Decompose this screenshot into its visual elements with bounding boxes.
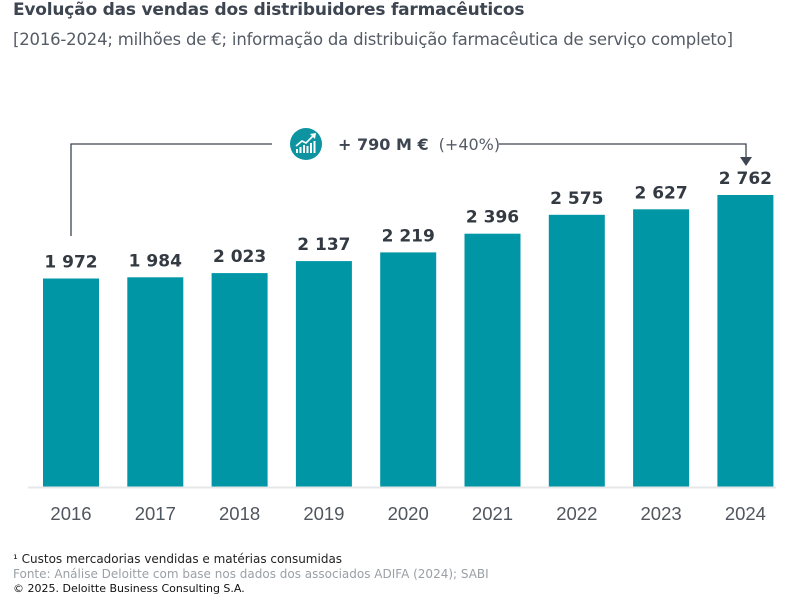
bar-2017 [127, 277, 184, 487]
x-tick-label-2020: 2020 [388, 503, 429, 524]
value-label-2019: 2 137 [297, 235, 350, 255]
x-tick-label-2024: 2024 [725, 503, 766, 524]
source-note: Fonte: Análise Deloitte com base nos dad… [13, 567, 489, 581]
value-label-2018: 2 023 [213, 247, 266, 267]
growth-amount: + 790 M € [338, 135, 429, 154]
bar-2018 [211, 273, 268, 487]
x-tick-label-2021: 2021 [472, 503, 513, 524]
value-labels-group: 1 972 1 984 2 023 2 137 2 219 2 396 2 575 2 627… [44, 169, 772, 273]
x-tick-labels-group: 2016 2017 2018 2019 2020 2021 2022 2023 2024 [50, 503, 766, 524]
x-tick-label-2023: 2023 [641, 503, 682, 524]
bar-2022 [548, 214, 605, 488]
value-label-2017: 1 984 [129, 251, 182, 271]
bar-2023 [633, 209, 690, 488]
x-tick-label-2016: 2016 [50, 503, 91, 524]
bar-2021 [464, 233, 521, 487]
x-tick-label-2018: 2018 [219, 503, 260, 524]
x-tick-label-2017: 2017 [135, 503, 176, 524]
bar-2024 [717, 195, 774, 487]
growth-annotation: + 790 M € (+40%) [70, 128, 752, 236]
growth-percent: (+40%) [439, 135, 500, 154]
connector-line-right [499, 143, 747, 158]
bar-2020 [380, 252, 437, 487]
value-label-2024: 2 762 [719, 169, 772, 189]
copyright: © 2025. Deloitte Business Consulting S.A… [13, 582, 245, 595]
svg-text:+ 790 M € (+40%): + 790 M € (+40%) [338, 135, 500, 154]
connector-arrowhead [740, 157, 752, 166]
value-label-2020: 2 219 [382, 226, 435, 246]
value-label-2016: 1 972 [44, 253, 97, 273]
value-label-2023: 2 627 [634, 183, 687, 203]
footnote: ¹ Custos mercadorias vendidas e matérias… [13, 552, 343, 566]
value-label-2021: 2 396 [466, 208, 519, 228]
bar-2016 [43, 278, 99, 487]
bars-group [43, 195, 774, 488]
value-label-2022: 2 575 [550, 189, 603, 209]
x-tick-label-2022: 2022 [556, 503, 597, 524]
chart-subtitle: [2016-2024; milhões de €; informação da … [13, 30, 733, 49]
bar-2019 [295, 261, 352, 487]
connector-line-left [70, 143, 272, 236]
chart-title: Evolução das vendas dos distribuidores f… [13, 0, 525, 20]
growth-chart-icon [290, 128, 322, 160]
x-tick-label-2019: 2019 [303, 503, 344, 524]
